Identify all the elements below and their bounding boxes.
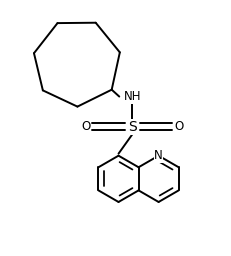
Text: O: O — [173, 120, 183, 133]
Text: NH: NH — [123, 90, 140, 103]
Text: O: O — [81, 120, 90, 133]
Text: S: S — [128, 120, 136, 134]
Text: N: N — [154, 149, 162, 162]
